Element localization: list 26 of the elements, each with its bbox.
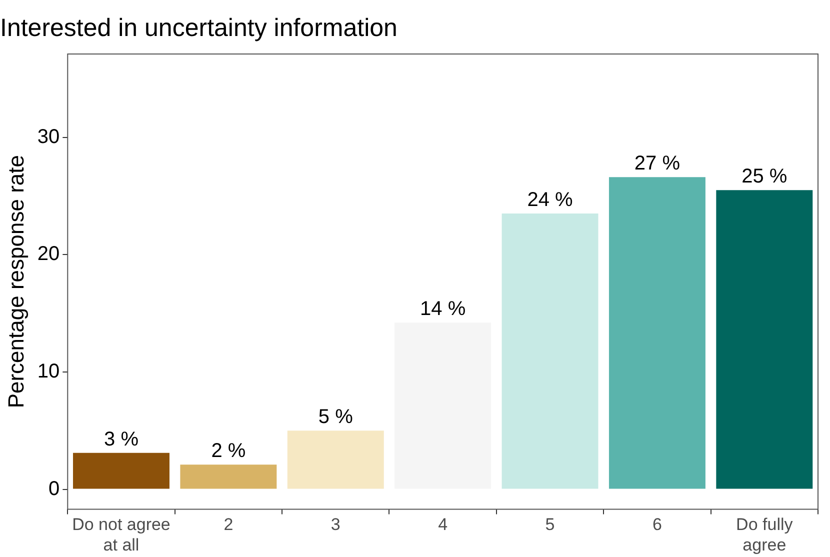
bar — [180, 464, 277, 489]
x-tick-label: 6 — [652, 515, 662, 534]
y-tick-label: 30 — [37, 126, 60, 148]
x-tick-label: 3 — [330, 515, 340, 534]
x-tick-label: Do fully agree — [736, 515, 794, 554]
data-label: 3 % — [104, 428, 139, 450]
data-label: 5 % — [318, 406, 354, 428]
data-label: 27 % — [634, 152, 680, 175]
data-label: 25 % — [742, 166, 788, 188]
y-tick-label: 20 — [37, 243, 60, 266]
bar — [608, 177, 706, 489]
x-tick-label: 5 — [545, 515, 555, 534]
chart-title: Interested in uncertainty information — [0, 14, 398, 42]
bar — [716, 190, 813, 489]
data-label: 14 % — [420, 298, 466, 320]
bar — [502, 214, 598, 489]
bar — [287, 430, 384, 489]
x-tick-label: 2 — [224, 515, 234, 534]
y-tick-label: 10 — [37, 360, 60, 382]
y-tick-label: 0 — [48, 478, 60, 500]
y-axis-title: Percentage response rate — [3, 155, 28, 408]
data-label: 2 % — [211, 440, 246, 462]
bar — [73, 452, 170, 489]
data-label: 24 % — [527, 189, 574, 212]
x-tick-label: 4 — [438, 515, 448, 534]
x-tick-label: Do not agree at all — [72, 515, 170, 554]
